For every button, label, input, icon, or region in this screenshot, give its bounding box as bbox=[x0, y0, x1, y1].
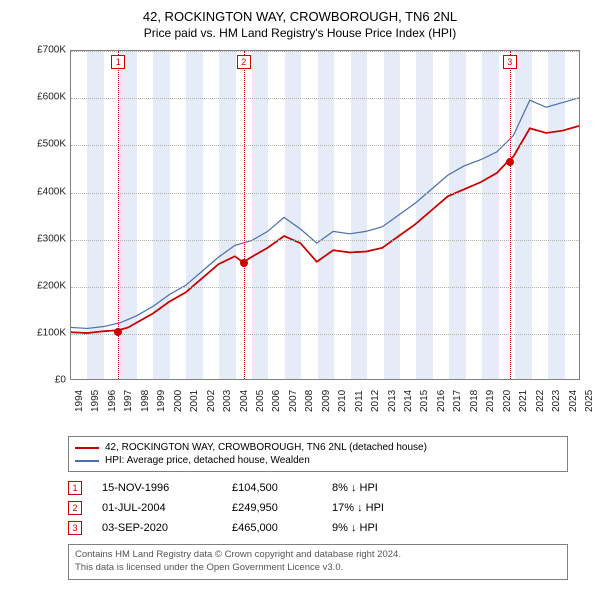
x-axis-label: 2025 bbox=[584, 390, 600, 412]
x-axis-label: 2007 bbox=[288, 390, 304, 412]
legend-row: 42, ROCKINGTON WAY, CROWBOROUGH, TN6 2NL… bbox=[75, 441, 561, 454]
x-axis-label: 1997 bbox=[123, 390, 139, 412]
marker-row-price: £465,000 bbox=[232, 522, 312, 534]
y-axis-label: £0 bbox=[30, 375, 66, 386]
marker-row-date: 03-SEP-2020 bbox=[102, 522, 212, 534]
legend-label: 42, ROCKINGTON WAY, CROWBOROUGH, TN6 2NL… bbox=[105, 442, 427, 453]
series-line bbox=[71, 126, 579, 333]
y-axis-label: £500K bbox=[30, 139, 66, 150]
marker-number-box: 2 bbox=[237, 55, 251, 69]
footer-attribution: Contains HM Land Registry data © Crown c… bbox=[68, 544, 568, 580]
marker-point bbox=[506, 158, 514, 166]
x-axis-label: 2004 bbox=[239, 390, 255, 412]
marker-point bbox=[240, 259, 248, 267]
y-axis-label: £200K bbox=[30, 280, 66, 291]
x-axis-label: 2011 bbox=[354, 391, 370, 413]
x-axis-label: 2005 bbox=[255, 390, 271, 412]
x-axis-label: 2012 bbox=[370, 390, 386, 412]
x-axis-label: 2015 bbox=[419, 390, 435, 412]
x-axis-label: 2014 bbox=[403, 390, 419, 412]
marker-row-price: £249,950 bbox=[232, 502, 312, 514]
x-axis-label: 2018 bbox=[469, 390, 485, 412]
marker-row-hpi: 17% ↓ HPI bbox=[332, 502, 432, 514]
legend-swatch bbox=[75, 460, 99, 462]
x-axis-label: 1995 bbox=[90, 390, 106, 412]
x-axis-label: 2000 bbox=[173, 390, 189, 412]
marker-line bbox=[510, 51, 511, 379]
x-axis-label: 2022 bbox=[535, 390, 551, 412]
x-axis-label: 2016 bbox=[436, 390, 452, 412]
gridline bbox=[71, 51, 579, 52]
marker-row-number: 2 bbox=[68, 501, 82, 515]
chart-subtitle: Price paid vs. HM Land Registry's House … bbox=[10, 26, 590, 40]
marker-number-box: 1 bbox=[111, 55, 125, 69]
legend-label: HPI: Average price, detached house, Weal… bbox=[105, 455, 310, 466]
chart-area: 1 2 3 £0 £100K £200K £300K £400K £500K £600K £700… bbox=[30, 48, 590, 428]
marker-row-number: 1 bbox=[68, 481, 82, 495]
marker-number-box: 3 bbox=[503, 55, 517, 69]
x-axis-label: 2023 bbox=[551, 390, 567, 412]
plot-box: 1 2 3 bbox=[70, 50, 580, 380]
x-axis-label: 2002 bbox=[206, 390, 222, 412]
x-axis-label: 1994 bbox=[74, 390, 90, 412]
x-axis-label: 2024 bbox=[568, 390, 584, 412]
chart-title: 42, ROCKINGTON WAY, CROWBOROUGH, TN6 2NL bbox=[10, 8, 590, 26]
marker-row: 2 01-JUL-2004 £249,950 17% ↓ HPI bbox=[68, 498, 568, 518]
x-axis-label: 2021 bbox=[518, 390, 534, 412]
y-axis-label: £400K bbox=[30, 186, 66, 197]
y-axis-label: £300K bbox=[30, 233, 66, 244]
marker-line bbox=[244, 51, 245, 379]
gridline bbox=[71, 334, 579, 335]
marker-point bbox=[114, 328, 122, 336]
legend-row: HPI: Average price, detached house, Weal… bbox=[75, 454, 561, 467]
x-axis-label: 1999 bbox=[156, 390, 172, 412]
footer-line-2: This data is licensed under the Open Gov… bbox=[75, 562, 561, 575]
gridline bbox=[71, 145, 579, 146]
footer-line-1: Contains HM Land Registry data © Crown c… bbox=[75, 549, 561, 562]
x-axis-label: 2001 bbox=[189, 390, 205, 412]
marker-list: 1 15-NOV-1996 £104,500 8% ↓ HPI 2 01-JUL-2004… bbox=[68, 478, 568, 538]
x-axis-label: 1998 bbox=[140, 390, 156, 412]
gridline bbox=[71, 240, 579, 241]
x-axis-label: 2010 bbox=[337, 390, 353, 412]
legend-box: 42, ROCKINGTON WAY, CROWBOROUGH, TN6 2NL… bbox=[68, 436, 568, 472]
x-axis-label: 2009 bbox=[321, 390, 337, 412]
x-axis-label: 2003 bbox=[222, 390, 238, 412]
y-axis-label: £100K bbox=[30, 328, 66, 339]
chart-lines-svg bbox=[71, 51, 579, 379]
x-axis-label: 2020 bbox=[502, 390, 518, 412]
marker-row-hpi: 8% ↓ HPI bbox=[332, 482, 432, 494]
y-axis-label: £700K bbox=[30, 45, 66, 56]
y-axis-label: £600K bbox=[30, 92, 66, 103]
legend-swatch bbox=[75, 447, 99, 449]
marker-row-date: 15-NOV-1996 bbox=[102, 482, 212, 494]
marker-row-hpi: 9% ↓ HPI bbox=[332, 522, 432, 534]
marker-row-date: 01-JUL-2004 bbox=[102, 502, 212, 514]
chart-container: 42, ROCKINGTON WAY, CROWBOROUGH, TN6 2NL… bbox=[0, 0, 600, 588]
marker-row-number: 3 bbox=[68, 521, 82, 535]
gridline bbox=[71, 98, 579, 99]
marker-row: 3 03-SEP-2020 £465,000 9% ↓ HPI bbox=[68, 518, 568, 538]
x-axis-label: 2006 bbox=[271, 390, 287, 412]
series-line bbox=[71, 98, 579, 329]
gridline bbox=[71, 287, 579, 288]
gridline bbox=[71, 193, 579, 194]
marker-row-price: £104,500 bbox=[232, 482, 312, 494]
x-axis-label: 2008 bbox=[304, 390, 320, 412]
x-axis-label: 2019 bbox=[485, 390, 501, 412]
x-axis-label: 2017 bbox=[452, 390, 468, 412]
x-axis-label: 2013 bbox=[387, 390, 403, 412]
x-axis-label: 1996 bbox=[107, 390, 123, 412]
marker-row: 1 15-NOV-1996 £104,500 8% ↓ HPI bbox=[68, 478, 568, 498]
